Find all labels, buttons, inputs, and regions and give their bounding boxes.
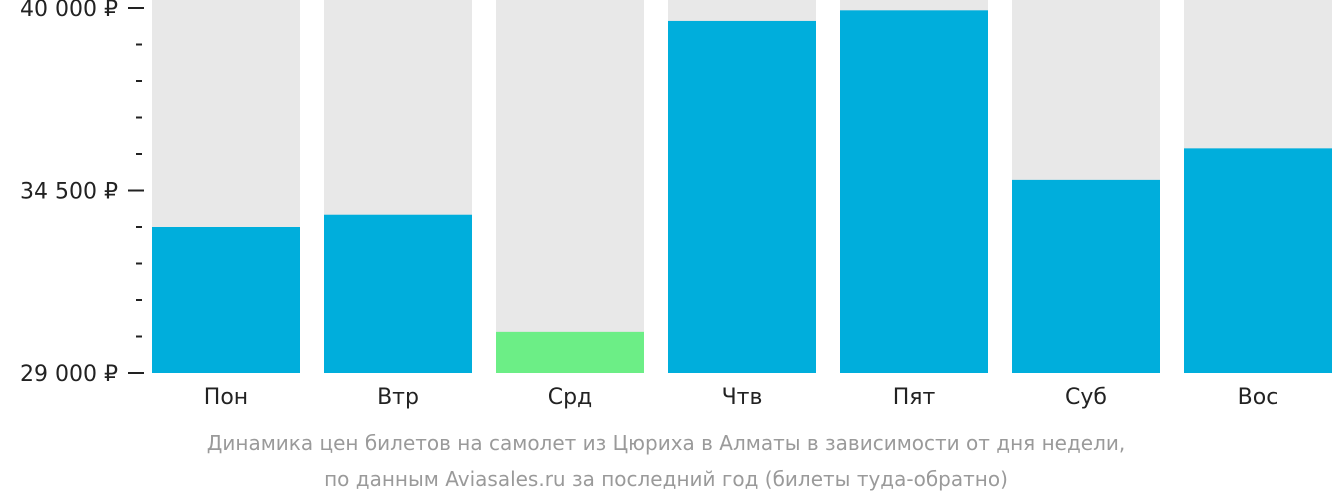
x-category-label: Вос: [1238, 385, 1279, 410]
bars: [152, 0, 1332, 374]
bar-3[interactable]: [496, 331, 644, 373]
chart-caption-line-1: Динамика цен билетов на самолет из Цюрих…: [206, 431, 1126, 455]
x-category-label: Втр: [377, 385, 419, 410]
bar-4[interactable]: [668, 20, 816, 373]
x-category-label: Пон: [204, 385, 248, 410]
x-category-label: Пят: [893, 385, 936, 410]
x-category-label: Срд: [548, 385, 593, 410]
bar-5[interactable]: [840, 10, 988, 374]
y-tick-label: 34 500 ₽: [20, 180, 118, 205]
y-tick-label: 40 000 ₽: [20, 0, 118, 22]
x-category-label: Чтв: [722, 385, 763, 410]
x-category-label: Суб: [1065, 385, 1107, 410]
bar-6[interactable]: [1012, 179, 1160, 373]
bar-background: [496, 0, 644, 373]
bar-1[interactable]: [152, 227, 300, 373]
bar-7[interactable]: [1184, 148, 1332, 373]
bar-2[interactable]: [324, 214, 472, 373]
x-axis-labels: Пон Втр Срд Чтв Пят Суб Вос: [204, 385, 1279, 410]
y-axis: 40 000 ₽ 34 500 ₽ 29 000 ₽: [20, 0, 144, 387]
chart-caption-line-2: по данным Aviasales.ru за последний год …: [324, 467, 1008, 491]
y-tick-label: 29 000 ₽: [20, 362, 118, 387]
